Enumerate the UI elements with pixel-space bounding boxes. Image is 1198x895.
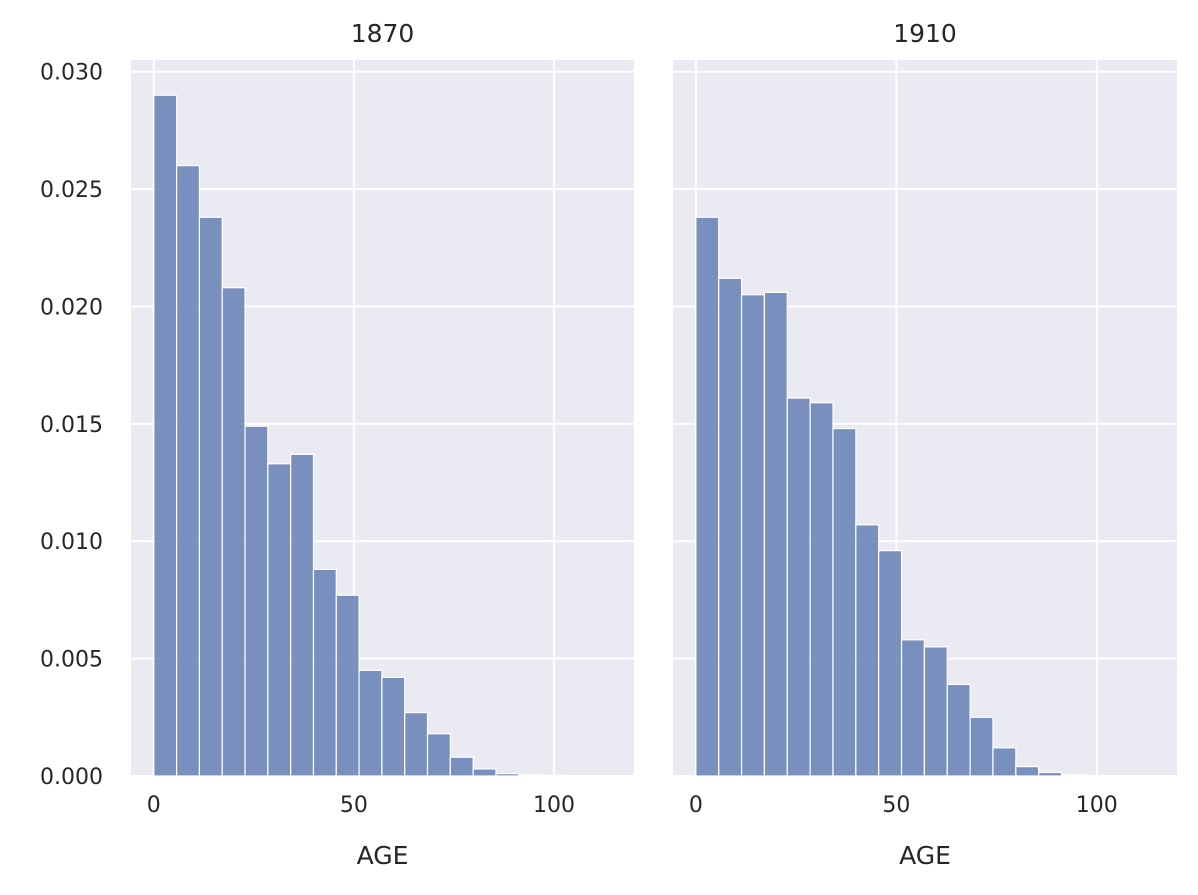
histogram-bar <box>856 525 879 776</box>
histogram-bar <box>719 278 742 776</box>
histogram-bar <box>519 775 542 776</box>
histogram-bar <box>154 95 177 776</box>
x-axis-label: AGE <box>357 841 409 870</box>
x-tick-label: 50 <box>882 793 910 818</box>
histogram-bar <box>291 454 314 776</box>
histogram-bar <box>787 398 810 776</box>
histogram-bar <box>177 166 200 776</box>
y-tick-label: 0.020 <box>40 295 103 320</box>
histogram-bar <box>405 713 428 776</box>
y-tick-label: 0.005 <box>40 648 103 673</box>
histogram-bar <box>496 774 519 776</box>
x-tick-label: 50 <box>340 793 368 818</box>
histogram-bar <box>542 775 565 776</box>
histogram-bar <box>245 426 268 776</box>
panel-title: 1870 <box>351 19 415 48</box>
histogram-bar <box>268 464 291 776</box>
y-tick-label: 0.000 <box>40 765 103 790</box>
histogram-bar <box>742 295 765 776</box>
histogram-bar <box>1062 775 1085 776</box>
histogram-bar <box>993 748 1016 776</box>
histogram-bar <box>833 429 856 776</box>
y-tick-label: 0.025 <box>40 178 103 203</box>
x-tick-label: 0 <box>147 793 161 818</box>
x-tick-label: 100 <box>1076 793 1118 818</box>
histogram-bar <box>810 403 833 776</box>
histogram-bar <box>902 640 925 776</box>
histogram-bar <box>947 684 970 776</box>
histogram-bar <box>879 551 902 776</box>
histogram-bar <box>336 595 359 776</box>
x-tick-label: 0 <box>689 793 703 818</box>
histogram-bar <box>382 677 405 776</box>
y-tick-label: 0.030 <box>40 61 103 86</box>
histogram-bar <box>970 717 993 776</box>
histogram-bar <box>199 217 222 776</box>
panel-title: 1910 <box>893 19 957 48</box>
x-axis-label: AGE <box>899 841 951 870</box>
histogram-bar <box>428 734 451 776</box>
y-tick-label: 0.015 <box>40 413 103 438</box>
y-tick-label: 0.010 <box>40 530 103 555</box>
histogram-bar <box>1039 772 1062 776</box>
histogram-bar <box>764 292 787 776</box>
histogram-bar <box>924 647 947 776</box>
histogram-bar <box>1016 767 1039 776</box>
histogram-bar <box>473 769 496 776</box>
histogram-bar <box>222 288 245 776</box>
histogram-bar <box>313 569 336 776</box>
histogram-bar <box>359 670 382 776</box>
x-tick-label: 100 <box>533 793 575 818</box>
histogram-bar <box>450 757 473 776</box>
histogram-bar <box>696 217 719 776</box>
